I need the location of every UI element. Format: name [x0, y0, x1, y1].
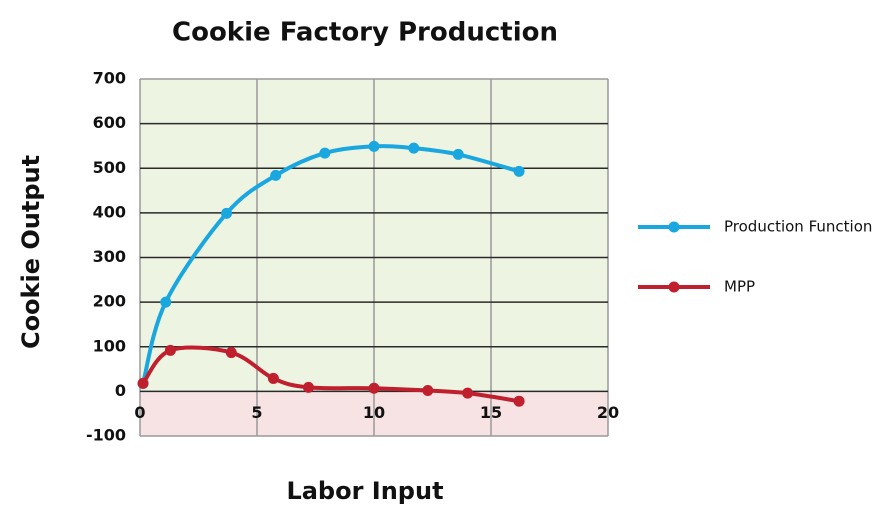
- series-line: [141, 144, 520, 384]
- y-tick-label: 700: [93, 69, 126, 88]
- y-axis-label: Cookie Output: [17, 155, 45, 349]
- data-point: [137, 377, 149, 389]
- y-tick-label: 500: [93, 158, 126, 177]
- x-tick-label: 15: [480, 403, 502, 422]
- data-point: [270, 169, 282, 181]
- legend-marker: [668, 281, 680, 293]
- legend-label: Production Function: [724, 218, 872, 236]
- data-point: [422, 384, 434, 396]
- y-tick-label: 400: [93, 202, 126, 221]
- data-point: [160, 296, 172, 308]
- data-point: [462, 387, 474, 399]
- y-tick-label: 200: [93, 292, 126, 311]
- y-tick-label: 600: [93, 113, 126, 132]
- legend-label: MPP: [724, 278, 755, 296]
- x-tick-label: 0: [134, 403, 145, 422]
- chart-title: Cookie Factory Production: [172, 18, 558, 48]
- data-point: [452, 148, 464, 160]
- x-tick-label: 20: [597, 403, 619, 422]
- y-tick-label: 0: [115, 381, 126, 400]
- data-point: [225, 347, 237, 359]
- data-point: [221, 207, 233, 219]
- data-point: [368, 382, 380, 394]
- y-tick-label: 300: [93, 247, 126, 266]
- data-point: [368, 140, 380, 152]
- x-axis-label: Labor Input: [286, 477, 443, 505]
- data-point: [319, 147, 331, 159]
- data-point: [302, 381, 314, 393]
- legend-marker: [668, 221, 680, 233]
- y-tick-label: 100: [93, 336, 126, 355]
- data-point: [164, 344, 176, 356]
- x-tick-label: 10: [363, 403, 385, 422]
- data-point: [513, 165, 525, 177]
- y-tick-label: -100: [86, 426, 126, 445]
- data-point: [513, 395, 525, 407]
- x-tick-label: 5: [251, 403, 262, 422]
- data-point: [408, 142, 420, 154]
- data-point: [267, 372, 279, 384]
